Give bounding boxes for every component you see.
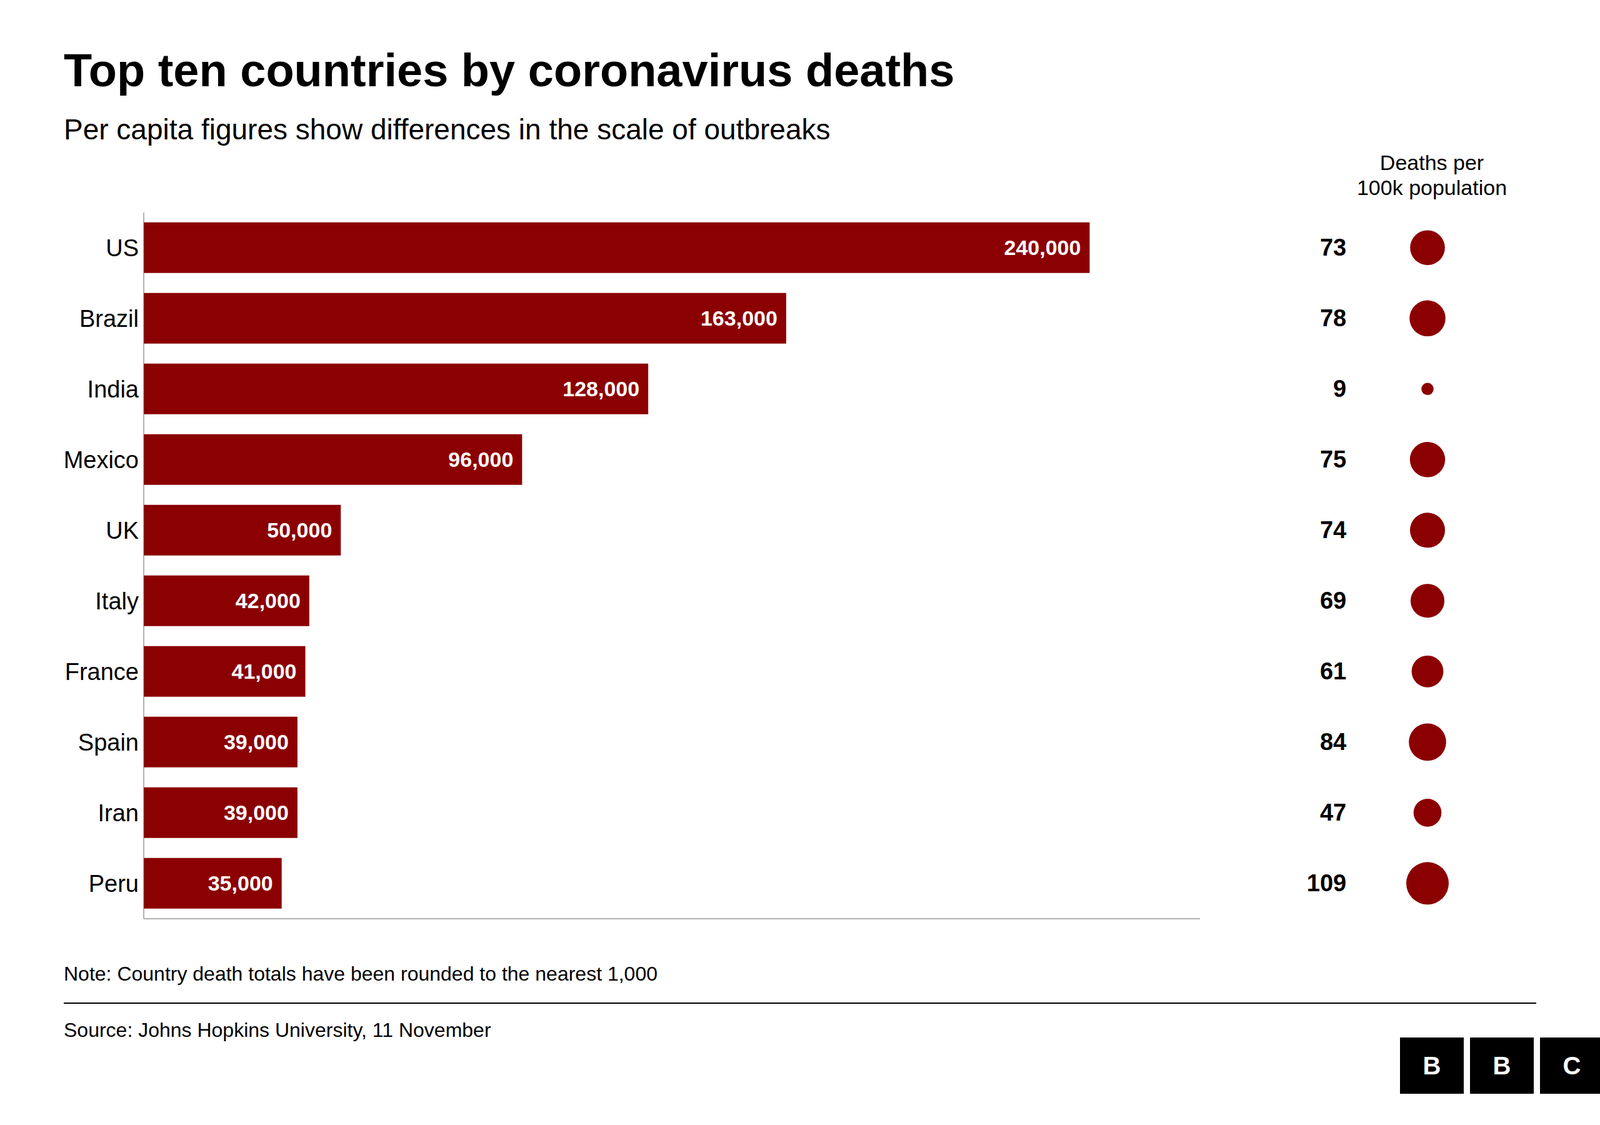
svg-text:UK: UK [105, 517, 139, 544]
svg-text:50,000: 50,000 [266, 518, 332, 542]
svg-text:109: 109 [1306, 870, 1347, 897]
svg-text:163,000: 163,000 [700, 306, 778, 330]
html-text:Per capita figures show differ: Per capita figures show differences in t… [63, 113, 831, 146]
svg-text:240,000: 240,000 [1004, 235, 1082, 260]
html-text:Note: Country death totals hav: Note: Country death totals have been rou… [63, 962, 658, 985]
html-text:Top ten countries by coronavir: Top ten countries by coronavirus deaths [63, 44, 955, 97]
svg-text:9: 9 [1333, 375, 1347, 402]
svg-text:39,000: 39,000 [223, 800, 289, 825]
html-text:Deaths per: Deaths per [1379, 150, 1484, 175]
svg-text:35,000: 35,000 [208, 871, 274, 895]
svg-text:41,000: 41,000 [231, 659, 297, 684]
svg-text:84: 84 [1320, 728, 1347, 755]
svg-text:Iran: Iran [98, 800, 139, 827]
svg-text:France: France [65, 658, 139, 685]
svg-text:Italy: Italy [95, 588, 139, 615]
svg-text:42,000: 42,000 [235, 588, 301, 613]
html-text:B: B [1422, 1051, 1441, 1080]
svg-text:47: 47 [1320, 799, 1347, 826]
svg-text:Spain: Spain [78, 729, 139, 756]
svg-text:75: 75 [1320, 446, 1347, 473]
svg-text:61: 61 [1320, 658, 1347, 685]
svg-text:74: 74 [1320, 516, 1347, 544]
svg-text:73: 73 [1320, 234, 1347, 261]
svg-text:Peru: Peru [88, 870, 139, 897]
svg-text:78: 78 [1320, 305, 1347, 332]
html-text:100k population: 100k population [1356, 175, 1507, 200]
svg-text:96,000: 96,000 [448, 447, 514, 472]
svg-text:Brazil: Brazil [79, 305, 139, 332]
svg-text:US: US [105, 235, 139, 262]
svg-text:India: India [87, 376, 140, 403]
html-text:B: B [1492, 1051, 1511, 1080]
html-text:C: C [1562, 1051, 1581, 1080]
svg-text:Mexico: Mexico [63, 446, 139, 474]
html-text:Source: Johns Hopkins Universi: Source: Johns Hopkins University, 11 Nov… [63, 1018, 491, 1042]
svg-text:39,000: 39,000 [223, 730, 289, 754]
svg-text:69: 69 [1320, 587, 1347, 614]
svg-text:128,000: 128,000 [562, 376, 640, 401]
